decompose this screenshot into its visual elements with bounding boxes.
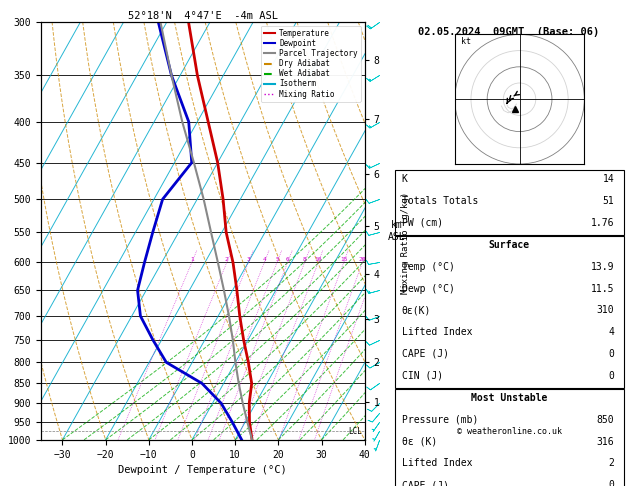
Text: CAPE (J): CAPE (J) xyxy=(401,349,448,359)
Bar xyxy=(394,389,623,486)
Text: 8: 8 xyxy=(303,258,306,262)
Text: K: K xyxy=(401,174,408,184)
Text: 1.76: 1.76 xyxy=(591,218,614,228)
Text: 14: 14 xyxy=(603,174,614,184)
X-axis label: Dewpoint / Temperature (°C): Dewpoint / Temperature (°C) xyxy=(118,465,287,475)
Text: Pressure (mb): Pressure (mb) xyxy=(401,415,478,425)
Legend: Temperature, Dewpoint, Parcel Trajectory, Dry Adiabat, Wet Adiabat, Isotherm, Mi: Temperature, Dewpoint, Parcel Trajectory… xyxy=(261,26,361,102)
Text: 850: 850 xyxy=(596,415,614,425)
Text: θε (K): θε (K) xyxy=(401,436,437,447)
Text: 20: 20 xyxy=(359,258,366,262)
Text: 0: 0 xyxy=(608,371,614,381)
Y-axis label: hPa: hPa xyxy=(0,222,2,240)
Text: 2: 2 xyxy=(225,258,229,262)
Text: Dewp (°C): Dewp (°C) xyxy=(401,284,455,294)
Text: 0: 0 xyxy=(608,349,614,359)
Text: 11.5: 11.5 xyxy=(591,284,614,294)
Bar xyxy=(394,170,623,235)
Text: Mixing Ratio (g/kg): Mixing Ratio (g/kg) xyxy=(401,192,410,294)
Text: 15: 15 xyxy=(340,258,347,262)
Text: θε(K): θε(K) xyxy=(401,306,431,315)
Text: 02.05.2024  09GMT  (Base: 06): 02.05.2024 09GMT (Base: 06) xyxy=(418,27,599,37)
Text: © weatheronline.co.uk: © weatheronline.co.uk xyxy=(457,427,562,435)
Text: Temp (°C): Temp (°C) xyxy=(401,262,455,272)
Text: PW (cm): PW (cm) xyxy=(401,218,443,228)
Text: Surface: Surface xyxy=(489,240,530,250)
Text: 2: 2 xyxy=(608,458,614,469)
Text: 316: 316 xyxy=(596,436,614,447)
Text: 13.9: 13.9 xyxy=(591,262,614,272)
Text: CAPE (J): CAPE (J) xyxy=(401,480,448,486)
Text: 4: 4 xyxy=(608,327,614,337)
Text: Lifted Index: Lifted Index xyxy=(401,458,472,469)
Text: Most Unstable: Most Unstable xyxy=(471,393,547,403)
Text: 6: 6 xyxy=(286,258,289,262)
Text: Lifted Index: Lifted Index xyxy=(401,327,472,337)
Text: LCL: LCL xyxy=(348,427,362,436)
Text: 3: 3 xyxy=(247,258,250,262)
Text: Totals Totals: Totals Totals xyxy=(401,196,478,206)
Text: 10: 10 xyxy=(314,258,322,262)
Text: CIN (J): CIN (J) xyxy=(401,371,443,381)
Text: 5: 5 xyxy=(275,258,279,262)
Text: 51: 51 xyxy=(603,196,614,206)
Y-axis label: km
ASL: km ASL xyxy=(387,220,405,242)
Text: 4: 4 xyxy=(262,258,266,262)
Text: 1: 1 xyxy=(190,258,194,262)
Bar xyxy=(394,236,623,388)
Text: 0: 0 xyxy=(608,480,614,486)
Title: 52°18'N  4°47'E  -4m ASL: 52°18'N 4°47'E -4m ASL xyxy=(128,11,278,21)
Text: 310: 310 xyxy=(596,306,614,315)
